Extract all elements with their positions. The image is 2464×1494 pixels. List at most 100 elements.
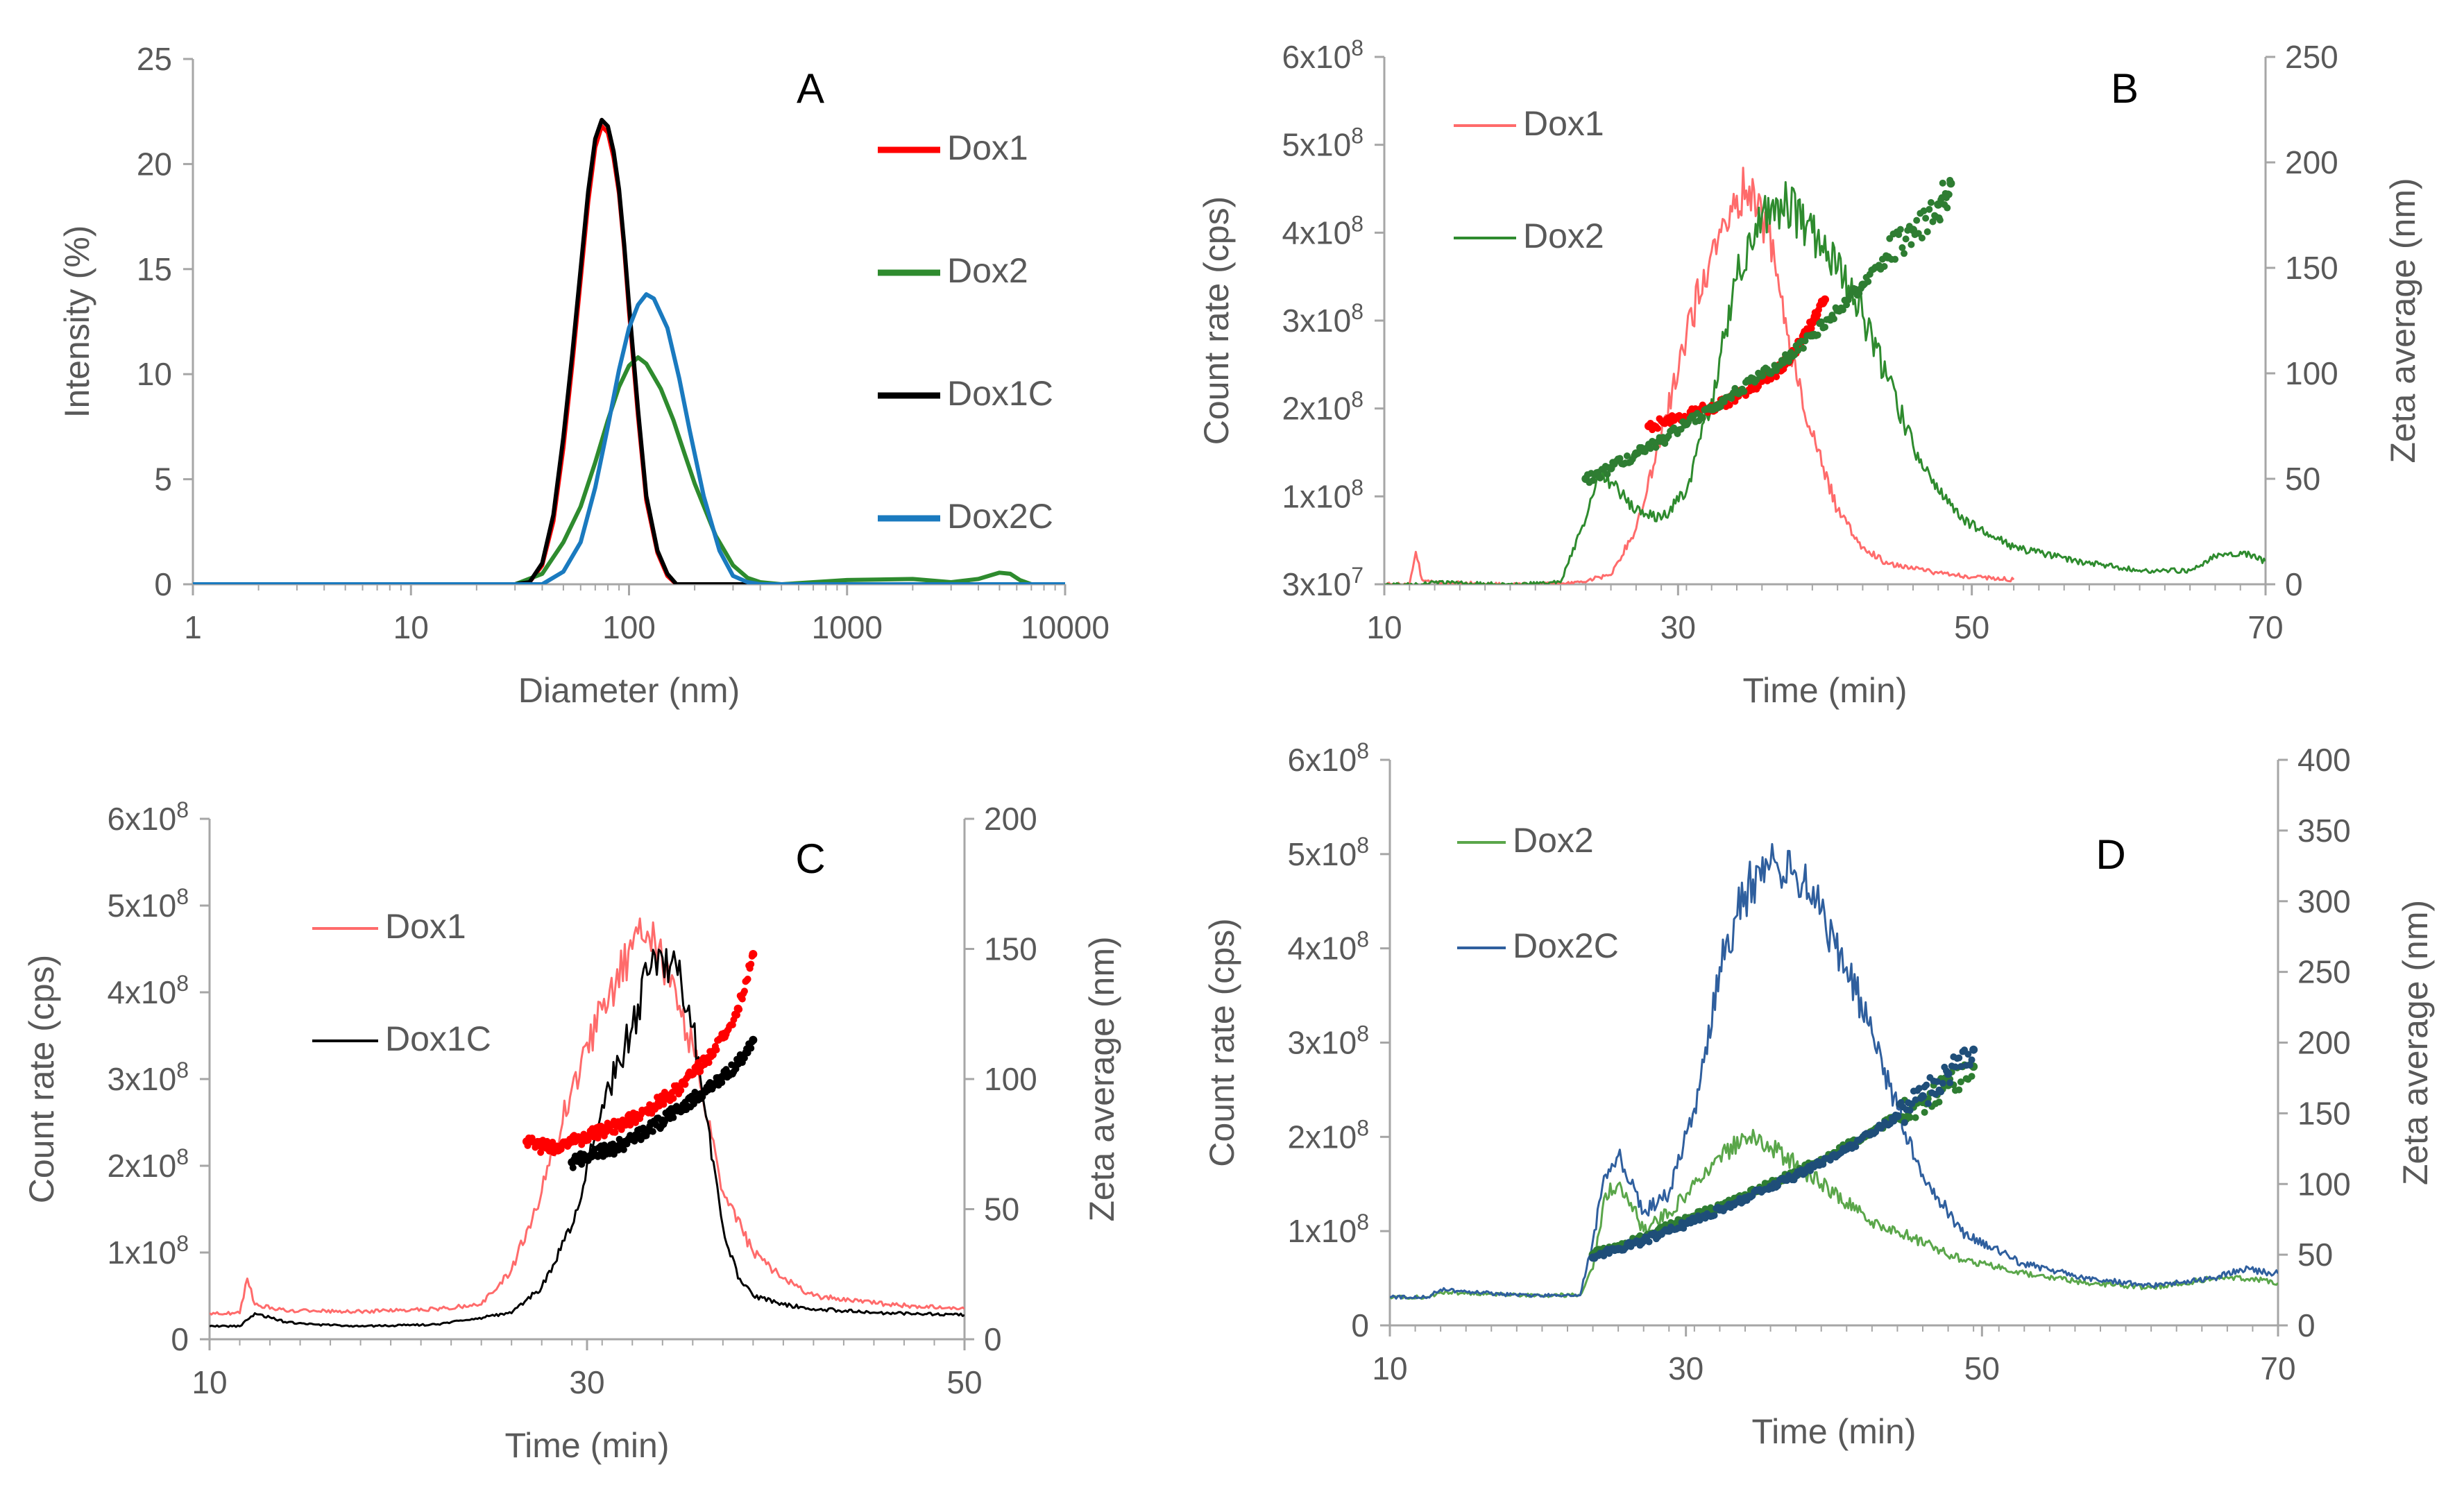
plot-area	[1390, 842, 2278, 1300]
scatter-point	[677, 1087, 685, 1094]
scatter-point	[740, 1054, 748, 1062]
scatter-point	[1597, 474, 1604, 482]
scatter-point	[1945, 191, 1953, 198]
scatter-point	[1906, 1106, 1914, 1114]
series-line-dox2	[193, 355, 1065, 584]
series-line-dox2	[1384, 181, 2266, 584]
x-tick-label: 50	[1954, 609, 1989, 645]
scatter-point	[749, 1035, 758, 1044]
plot-area	[210, 917, 965, 1328]
scatter-point	[1647, 445, 1654, 452]
y2-tick-label: 100	[984, 1061, 1037, 1097]
scatter-point	[1589, 477, 1597, 484]
scatter-point	[1623, 452, 1631, 459]
scatter-point	[649, 1128, 656, 1135]
scatter-point	[1918, 234, 1926, 241]
y2-tick-label: 350	[2297, 813, 2351, 849]
panel-label: D	[2096, 831, 2125, 878]
scatter-point	[1604, 470, 1611, 478]
y-tick-label: 3x108	[1282, 299, 1363, 339]
scatter-point	[611, 1128, 619, 1136]
x-tick-label: 100	[602, 609, 656, 645]
legend: Dox1 Dox2	[1454, 104, 1604, 255]
legend-label: Dox1	[1523, 104, 1604, 143]
scatter-point	[744, 976, 751, 983]
scatter-point	[1717, 402, 1724, 410]
scatter-point	[1969, 1045, 1978, 1054]
scatter-point	[1901, 1119, 1908, 1126]
scatter-series-dox1-zeta	[522, 950, 758, 1157]
y-tick-label: 3x108	[1287, 1021, 1369, 1061]
y-tick-label: 5x108	[1287, 833, 1369, 872]
scatter-point	[705, 1059, 713, 1067]
legend: Dox2 Dox2C	[1457, 821, 1619, 965]
y-tick-label: 0	[1351, 1307, 1369, 1343]
x-tick-label: 70	[2260, 1350, 2295, 1386]
y2-axis-title: Zeta average (nm)	[2396, 900, 2435, 1185]
scatter-point	[1927, 198, 1935, 206]
scatter-point	[1955, 1054, 1963, 1062]
y2-tick-label: 0	[984, 1321, 1002, 1357]
scatter-point	[1923, 1081, 1930, 1089]
scatter-point	[747, 960, 755, 968]
scatter-point	[1710, 1212, 1718, 1219]
scatter-point	[1645, 1238, 1653, 1246]
scatter-point	[733, 1011, 741, 1019]
scatter-point	[1773, 373, 1781, 380]
legend-label: Dox2	[1523, 217, 1604, 255]
scatter-point	[1912, 1114, 1919, 1121]
scatter-point	[1753, 376, 1760, 384]
scatter-point	[1799, 344, 1807, 352]
scatter-series-dox2c-zeta	[1588, 1045, 1978, 1262]
y-tick-label: 10	[137, 356, 172, 392]
scatter-point	[1893, 1112, 1902, 1121]
chart-panel-a: 0 5 10 15 20 25 1 10 100 1000 10000 Diameter (nm) In…	[58, 41, 1110, 710]
scatter-point	[749, 950, 758, 958]
scatter-point	[1922, 214, 1930, 222]
x-tick-label: 30	[569, 1364, 604, 1400]
y2-tick-label: 150	[2285, 250, 2338, 286]
y-tick-label: 5x108	[1282, 124, 1363, 163]
scatter-point	[1634, 450, 1642, 457]
y-tick-label: 1x108	[1282, 475, 1363, 514]
scatter-point	[1821, 295, 1829, 304]
x-tick-label: 10	[393, 609, 429, 645]
x-tick-label: 10	[192, 1364, 227, 1400]
y2-tick-label: 0	[2297, 1307, 2316, 1343]
x-tick-label: 50	[946, 1364, 982, 1400]
y-tick-label: 4x108	[107, 971, 189, 1010]
scatter-point	[1939, 179, 1946, 187]
y-tick-label: 6x108	[1282, 35, 1363, 75]
scatter-point	[1920, 207, 1928, 214]
scatter-point	[1926, 205, 1933, 213]
scatter-point	[1955, 1086, 1963, 1094]
scatter-series-dox1-zeta	[1645, 295, 1829, 434]
plot-area	[193, 117, 1065, 584]
y-tick-label: 0	[154, 566, 172, 602]
y2-tick-label: 50	[2285, 461, 2320, 497]
scatter-point	[1758, 371, 1767, 380]
scatter-point	[620, 1146, 627, 1153]
scatter-point	[1898, 244, 1906, 251]
y-tick-label: 6x108	[107, 797, 189, 837]
scatter-point	[738, 995, 746, 1003]
y2-tick-label: 150	[984, 931, 1037, 967]
panel-label: B	[2111, 65, 2139, 112]
y-tick-label: 2x108	[1282, 387, 1363, 427]
scatter-point	[1937, 1088, 1945, 1096]
legend-label: Dox1	[385, 907, 466, 946]
scatter-point	[1936, 217, 1944, 224]
scatter-point	[1892, 255, 1899, 263]
scatter-point	[1944, 204, 1951, 212]
x-axis-title: Time (min)	[1742, 671, 1907, 710]
legend-label: Dox2C	[947, 497, 1053, 536]
scatter-point	[661, 1118, 668, 1126]
scatter-point	[1912, 1096, 1919, 1104]
y-tick-label: 15	[137, 251, 172, 287]
chart-panel-c: 01x1082x1083x1084x1085x1086x108050100150…	[22, 797, 1121, 1465]
scatter-point	[1864, 278, 1872, 285]
y-tick-label: 5x108	[107, 884, 189, 924]
scatter-point	[1794, 347, 1802, 355]
scatter-point	[1852, 1143, 1860, 1151]
y-tick-label: 6x108	[1287, 738, 1369, 778]
